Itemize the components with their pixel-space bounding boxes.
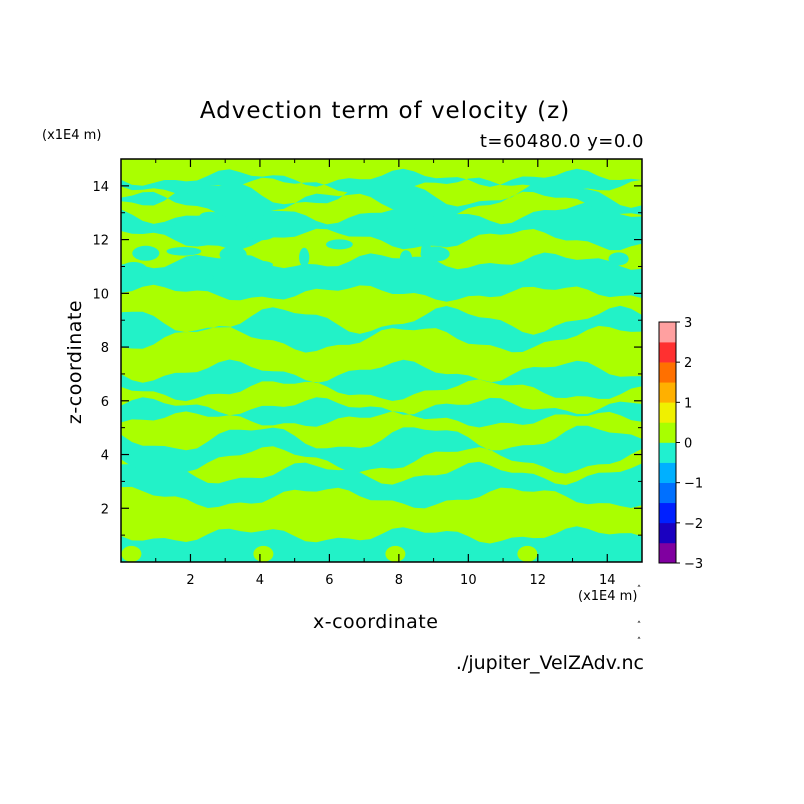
negative-region-blob (121, 262, 148, 278)
y-tick-label: 12 (92, 234, 109, 249)
colorbar-segment (659, 442, 676, 463)
negative-region-blob (299, 247, 310, 267)
colorbar-tick-label: 0 (684, 437, 692, 452)
y-axis-unit: (x1E4 m) (42, 128, 102, 143)
svg-text:˄: ˄ (637, 621, 642, 631)
x-tick-label: 8 (395, 573, 403, 588)
colorbar-segment (659, 502, 676, 524)
negative-region-blob (255, 212, 265, 224)
chart-subtitle: t=60480.0 y=0.0 (479, 131, 644, 152)
negative-region-band (121, 168, 642, 194)
y-axis-label: z-coordinate (64, 299, 86, 425)
colorbar-segment (659, 462, 676, 483)
positive-region-blob (253, 545, 274, 562)
x-tick-label: 14 (599, 573, 616, 588)
x-tick-label: 6 (325, 573, 333, 588)
x-tick-label: 4 (256, 573, 264, 588)
plot-area: 2 4 6 8 10 12 14 2 4 6 8 10 12 14 (92, 158, 643, 588)
colorbar-tick-label: 3 (684, 316, 692, 331)
svg-text:˄: ˄ (637, 637, 642, 647)
negative-region-band (121, 180, 642, 219)
negative-region-blob (244, 260, 273, 269)
positive-region-blob (385, 545, 406, 562)
colorbar-segment (659, 522, 676, 544)
negative-region-blob (219, 246, 247, 263)
chart-title: Advection term of velocity (z) (199, 98, 571, 124)
source-file-label: ./jupiter_VelZAdv.nc (455, 652, 644, 674)
negative-region-blob (181, 261, 203, 270)
y-tick-label: 10 (92, 287, 109, 302)
colorbar-segment (659, 362, 676, 383)
negative-region-blob (346, 217, 371, 230)
x-axis-unit: (x1E4 m) (578, 589, 638, 604)
negative-region-blob (166, 247, 202, 256)
negative-region-blob (608, 252, 629, 266)
negative-region-band (121, 305, 642, 353)
colorbar: 3 2 1 0 −1 −2 −3 (658, 316, 703, 572)
negative-region-blob (399, 250, 413, 267)
colorbar-segment (659, 382, 676, 403)
axis-arrow-marks: ˄ ˄ ˄ (637, 585, 642, 647)
colorbar-segment (659, 322, 676, 343)
negative-region-blob (199, 211, 220, 221)
y-tick-label: 4 (101, 449, 109, 464)
negative-region-blob (169, 223, 203, 234)
x-tick-label: 10 (460, 573, 477, 588)
colorbar-segment (659, 342, 676, 363)
colorbar-segment (659, 402, 676, 423)
negative-region-blob (132, 245, 160, 261)
negative-region-band (121, 359, 642, 402)
negative-region-blob (370, 270, 387, 283)
negative-region-band (121, 461, 642, 509)
colorbar-tick-label: 1 (684, 396, 692, 411)
negative-region-band (121, 201, 642, 251)
negative-region-blob (326, 239, 353, 250)
y-tick-label: 14 (92, 180, 109, 195)
y-tick-label: 6 (101, 395, 109, 410)
svg-text:˄: ˄ (637, 585, 642, 595)
positive-region-blob (121, 545, 142, 562)
x-tick-label: 2 (186, 573, 194, 588)
negative-region-blob (245, 220, 278, 241)
colorbar-tick-label: 2 (684, 356, 692, 371)
y-axis: 2 4 6 8 10 12 14 (92, 180, 642, 536)
negative-region-band (121, 397, 642, 428)
x-tick-label: 12 (530, 573, 547, 588)
colorbar-tick-label: −1 (684, 477, 703, 492)
negative-region-band (121, 526, 642, 562)
colorbar-tick-label: −3 (684, 557, 703, 572)
colorbar-tick-label: −2 (684, 517, 703, 532)
positive-region-blob (517, 545, 538, 562)
x-axis: 2 4 6 8 10 12 14 (155, 159, 616, 588)
colorbar-segment (659, 542, 676, 564)
y-tick-label: 2 (101, 502, 109, 517)
negative-region-blob (589, 216, 619, 232)
colorbar-segment (659, 482, 676, 504)
negative-region-blob (385, 222, 417, 231)
x-axis-label: x-coordinate (313, 611, 439, 633)
negative-region-blob (203, 274, 214, 281)
plot-frame (120, 158, 643, 563)
negative-region-blob (420, 241, 432, 262)
negative-region-blob (457, 215, 473, 233)
colorbar-segment (659, 422, 676, 443)
contour-field (121, 168, 642, 562)
negative-region-blob (401, 272, 419, 284)
negative-region-band (121, 425, 642, 474)
y-tick-label: 8 (101, 341, 109, 356)
